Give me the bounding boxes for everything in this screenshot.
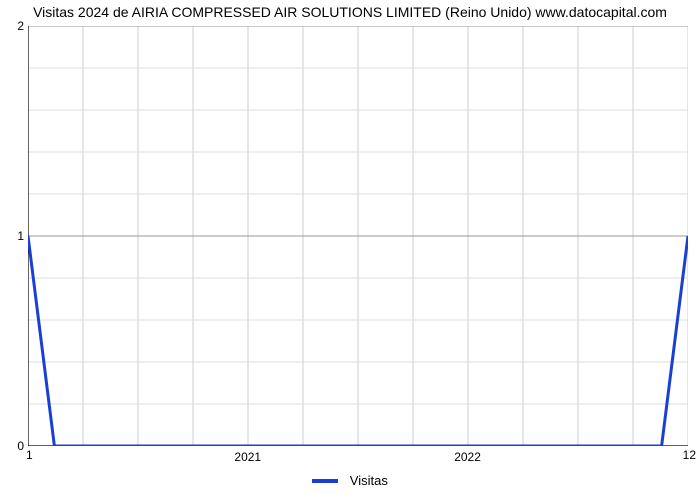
chart-title: Visitas 2024 de AIRIA COMPRESSED AIR SOL… xyxy=(0,4,700,20)
chart-svg xyxy=(28,26,688,446)
legend-swatch xyxy=(312,479,338,483)
y-axis-tick-label: 0 xyxy=(4,439,24,453)
chart-area xyxy=(28,26,688,446)
x-axis-tick-label: 2022 xyxy=(454,450,481,464)
legend: Visitas xyxy=(0,472,700,488)
x-axis-end-label: 12 xyxy=(683,448,696,462)
x-axis-tick-label: 2021 xyxy=(234,450,261,464)
x-axis-start-label: 1 xyxy=(26,448,33,462)
y-axis-tick-label: 1 xyxy=(4,229,24,243)
y-axis-tick-label: 2 xyxy=(4,19,24,33)
legend-label: Visitas xyxy=(350,473,388,488)
